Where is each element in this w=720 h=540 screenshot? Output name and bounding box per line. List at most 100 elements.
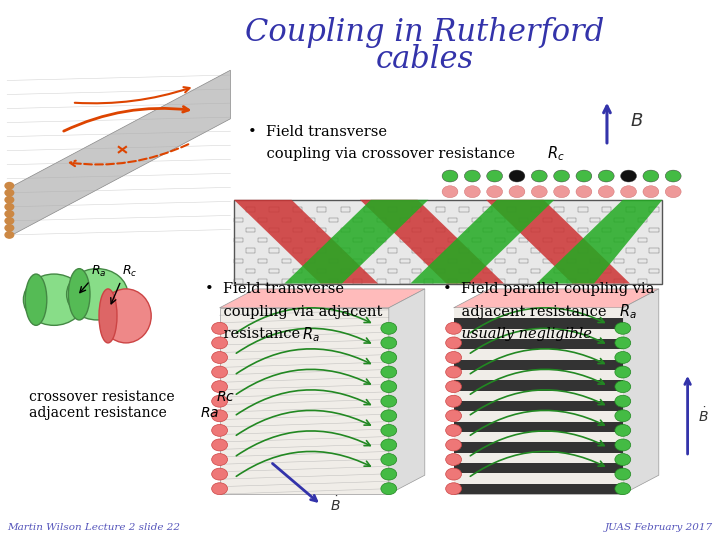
Bar [454, 453, 623, 463]
Bar [590, 218, 600, 222]
Bar [590, 259, 600, 263]
Bar [602, 269, 611, 273]
Bar [602, 228, 611, 232]
Bar [454, 422, 623, 432]
Bar [554, 248, 564, 253]
Bar [626, 228, 635, 232]
Circle shape [615, 483, 631, 495]
Bar [454, 411, 623, 422]
Bar [638, 218, 647, 222]
Bar [578, 228, 588, 232]
Text: $\dot{B}$: $\dot{B}$ [698, 407, 709, 425]
Bar [638, 259, 647, 263]
Bar [602, 248, 611, 253]
Bar [436, 207, 445, 212]
Bar [543, 218, 552, 222]
Ellipse shape [68, 268, 90, 320]
Text: $\it{B}$: $\it{B}$ [630, 112, 643, 131]
Bar [341, 269, 350, 273]
Bar [377, 218, 386, 222]
Bar [578, 269, 588, 273]
Circle shape [446, 410, 462, 422]
Text: JUAS February 2017: JUAS February 2017 [605, 523, 713, 532]
Bar [448, 279, 457, 284]
Bar [614, 238, 624, 242]
Text: adjacent resistance: adjacent resistance [29, 406, 171, 420]
Bar [317, 248, 326, 253]
Polygon shape [486, 200, 630, 284]
Bar [377, 238, 386, 242]
Bar [424, 279, 433, 284]
Bar [454, 484, 623, 494]
Circle shape [212, 468, 228, 480]
Bar [412, 248, 421, 253]
Bar [282, 218, 291, 222]
Circle shape [446, 352, 462, 363]
Circle shape [615, 337, 631, 349]
Text: $\dot{B}$: $\dot{B}$ [330, 496, 341, 514]
Bar [400, 218, 410, 222]
Bar [649, 207, 659, 212]
Bar [454, 308, 623, 318]
Bar [364, 207, 374, 212]
Text: •  Field transverse: • Field transverse [205, 282, 344, 296]
Bar [454, 370, 623, 380]
Circle shape [381, 424, 397, 436]
Bar [454, 474, 623, 484]
Circle shape [615, 410, 631, 422]
Polygon shape [7, 70, 230, 238]
Bar [531, 228, 540, 232]
Bar [614, 218, 624, 222]
Circle shape [442, 186, 458, 198]
Bar [472, 218, 481, 222]
Bar [269, 228, 279, 232]
Circle shape [381, 366, 397, 378]
Text: $Rc$: $Rc$ [216, 390, 235, 404]
Bar [626, 207, 635, 212]
Circle shape [212, 381, 228, 393]
Text: coupling via adjacent: coupling via adjacent [205, 305, 382, 319]
Text: cables: cables [376, 44, 474, 75]
Bar [483, 269, 492, 273]
Bar [377, 279, 386, 284]
Bar [578, 248, 588, 253]
Bar [234, 279, 243, 284]
Bar [364, 228, 374, 232]
Bar [388, 248, 397, 253]
Text: $R_a$: $R_a$ [91, 264, 106, 279]
Circle shape [381, 483, 397, 495]
Bar [353, 279, 362, 284]
Text: crossover resistance: crossover resistance [29, 390, 179, 404]
Bar [293, 248, 302, 253]
Text: •  Field transverse: • Field transverse [248, 125, 387, 139]
Bar [341, 207, 350, 212]
Bar [454, 401, 623, 411]
Bar [341, 228, 350, 232]
Bar [258, 218, 267, 222]
Bar [454, 339, 623, 349]
Circle shape [381, 381, 397, 393]
Circle shape [212, 366, 228, 378]
Bar [554, 228, 564, 232]
Bar [234, 218, 243, 222]
Bar [567, 279, 576, 284]
Polygon shape [234, 200, 378, 284]
Bar [269, 207, 279, 212]
Bar [614, 259, 624, 263]
Bar [472, 259, 481, 263]
Circle shape [442, 170, 458, 182]
Bar [454, 318, 623, 328]
Bar [269, 269, 279, 273]
Bar [364, 269, 374, 273]
Bar [246, 207, 255, 212]
Circle shape [381, 410, 397, 422]
Text: $R_c$: $R_c$ [122, 264, 137, 279]
Circle shape [446, 468, 462, 480]
Bar [424, 218, 433, 222]
Bar [483, 207, 492, 212]
Bar [454, 328, 623, 339]
Circle shape [446, 483, 462, 495]
Circle shape [212, 424, 228, 436]
Bar [258, 238, 267, 242]
Circle shape [665, 170, 681, 182]
